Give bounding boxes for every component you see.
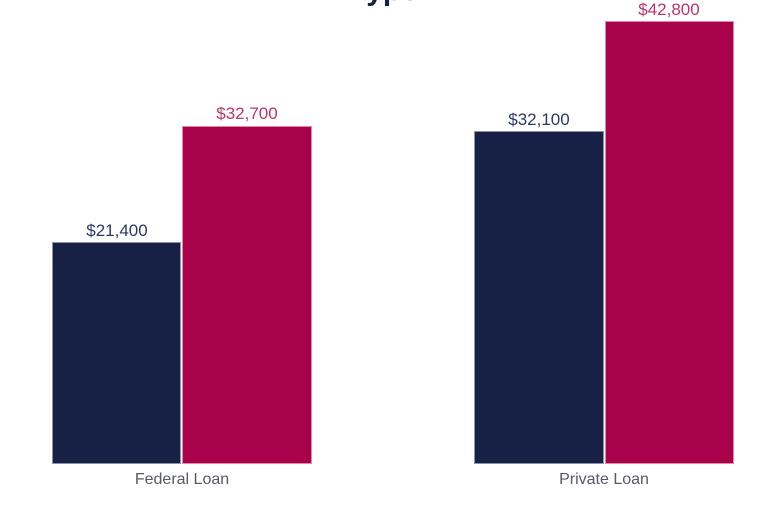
bar-federal-series2: [182, 126, 312, 464]
x-axis-label-private: Private Loan: [559, 471, 649, 488]
value-label-private-series1: $32,100: [508, 110, 570, 129]
value-label-federal-series1: $21,400: [86, 221, 148, 240]
bar-private-series2: [605, 21, 734, 464]
value-label-federal-series2: $32,700: [216, 104, 278, 123]
chart-title: Type: [0, 0, 768, 8]
bar-private-series1: [474, 131, 604, 464]
bar-federal-series1: [52, 242, 181, 464]
x-axis-label-federal: Federal Loan: [134, 471, 230, 488]
value-label-private-series2: $42,800: [638, 0, 700, 19]
